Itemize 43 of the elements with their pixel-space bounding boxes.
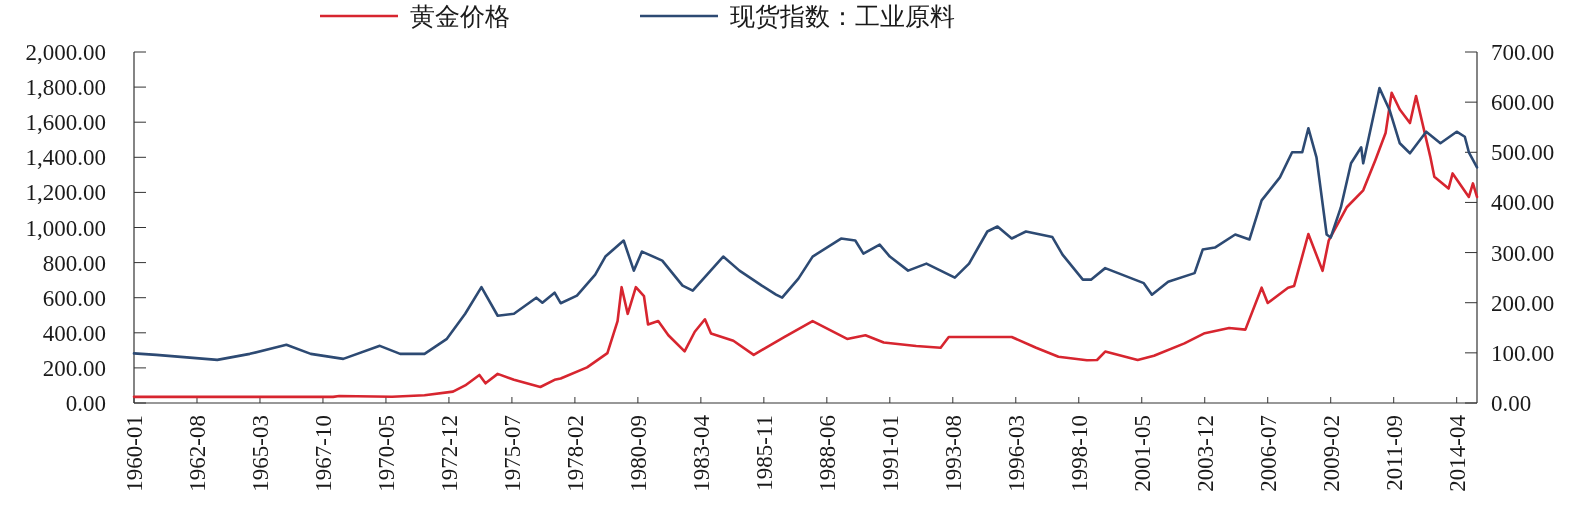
y2-tick-label: 500.00 — [1491, 140, 1555, 166]
x-tick-label: 1983-04 — [688, 414, 714, 492]
y2-tick-label: 300.00 — [1491, 240, 1555, 266]
y-tick-label: 1,000.00 — [25, 215, 106, 241]
x-tick-label: 2001-05 — [1129, 415, 1155, 492]
x-tick-label: 1960-01 — [122, 415, 147, 492]
y-tick-label: 800.00 — [42, 250, 106, 276]
x-tick-label: 1998-10 — [1066, 415, 1092, 492]
x-tick-label: 1962-08 — [184, 415, 210, 492]
y-tick-label: 200.00 — [42, 355, 106, 381]
y-tick-label: 1,800.00 — [25, 75, 106, 101]
x-tick-label: 1980-09 — [625, 415, 651, 492]
y-tick-label: 400.00 — [42, 320, 106, 346]
x-tick-label: 1975-07 — [499, 415, 525, 492]
x-tick-label: 1967-10 — [310, 415, 336, 492]
y-tick-label: 2,000.00 — [25, 40, 106, 65]
x-tick-label: 1993-08 — [940, 415, 966, 492]
legend-label: 现货指数：工业原料 — [730, 3, 955, 30]
y-tick-label: 1,200.00 — [25, 180, 106, 206]
x-tick-label: 2011-09 — [1381, 415, 1407, 491]
y-tick-label: 0.00 — [65, 391, 106, 416]
y-tick-label: 600.00 — [42, 285, 106, 311]
y-tick-label: 1,600.00 — [25, 110, 106, 136]
y2-tick-label: 200.00 — [1491, 290, 1555, 316]
x-tick-label: 1988-06 — [814, 415, 840, 492]
y2-tick-label: 0.00 — [1491, 391, 1532, 416]
y2-tick-label: 400.00 — [1491, 190, 1555, 216]
x-tick-label: 2009-02 — [1318, 415, 1344, 492]
x-tick-label: 2006-07 — [1255, 415, 1281, 492]
y2-tick-label: 700.00 — [1491, 40, 1555, 65]
x-tick-label: 1978-02 — [562, 415, 588, 492]
x-tick-label: 1970-05 — [373, 415, 399, 492]
x-tick-label: 1965-03 — [247, 415, 273, 492]
legend-label: 黄金价格 — [410, 3, 510, 30]
x-tick-label: 2003-12 — [1192, 415, 1218, 492]
y-tick-label: 1,400.00 — [25, 145, 106, 171]
x-tick-label: 1991-01 — [877, 415, 903, 492]
x-tick-label: 1985-11 — [751, 415, 777, 491]
x-tick-label: 1972-12 — [436, 415, 462, 492]
y2-tick-label: 100.00 — [1491, 340, 1555, 366]
x-tick-label: 1996-03 — [1003, 415, 1029, 492]
x-tick-label: 2014-04 — [1444, 414, 1470, 492]
y2-tick-label: 600.00 — [1491, 90, 1555, 116]
